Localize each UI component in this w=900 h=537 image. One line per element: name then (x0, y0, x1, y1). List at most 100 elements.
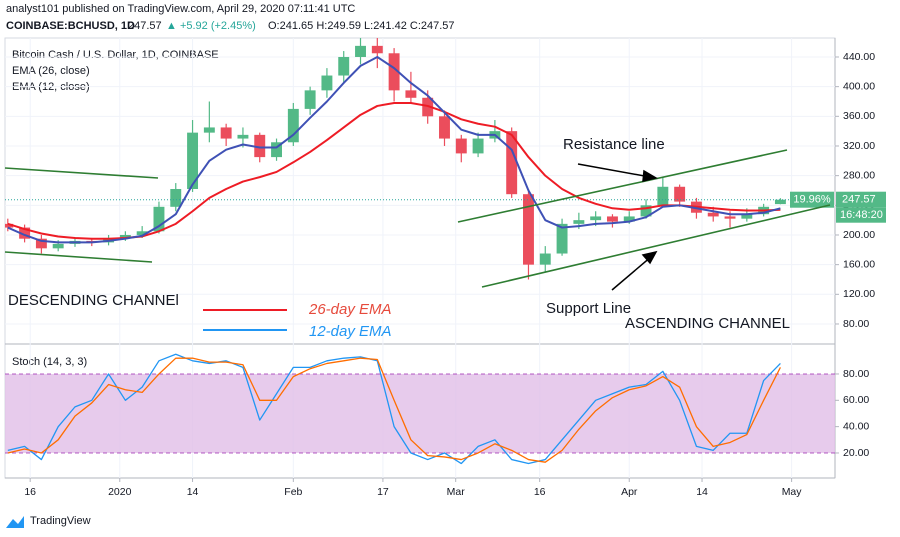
candle-body (220, 127, 232, 139)
y-tick-label: 40.00 (843, 420, 869, 432)
candle-body (170, 188, 182, 207)
candle-body (606, 216, 618, 222)
series-line (7, 55, 781, 244)
y-tick-label: 120.00 (843, 288, 875, 300)
x-tick-label: Mar (447, 486, 466, 498)
y-tick-label: 80.00 (843, 318, 869, 330)
candle-body (741, 214, 753, 219)
candle-body (388, 53, 400, 91)
desc-bottom (4, 251, 153, 263)
candle-body (338, 56, 350, 76)
publisher: analyst101 published on TradingView.com,… (6, 3, 355, 15)
change: ▲ +5.92 (+2.45%) (166, 20, 256, 32)
candle-body (254, 134, 266, 158)
annotation: ASCENDING CHANNEL (625, 315, 790, 332)
last: 247.57 (128, 20, 162, 32)
candle-body (203, 127, 215, 133)
x-tick-label: 16 (534, 486, 546, 498)
y-tick-label: 320.00 (843, 140, 875, 152)
candle-body (405, 90, 417, 98)
candle-body (472, 138, 484, 154)
candle-body (774, 199, 786, 205)
change-box (790, 191, 834, 208)
candle-body (35, 238, 47, 249)
y-tick-label: 440.00 (843, 51, 875, 63)
candle-body (590, 216, 602, 221)
candle-body (506, 131, 518, 195)
annotation: DESCENDING CHANNEl (8, 292, 179, 309)
y-tick-label: 200.00 (843, 229, 875, 241)
x-tick-label: Apr (621, 486, 638, 498)
candle-body (623, 216, 635, 222)
x-tick-label: 2020 (108, 486, 132, 498)
candle-body (657, 186, 669, 206)
series (7, 353, 781, 465)
y-tick-label: 400.00 (843, 80, 875, 92)
candle-body (304, 90, 316, 109)
series-line (7, 357, 781, 463)
candle-body (422, 97, 434, 117)
candle-body (237, 134, 249, 139)
price-label: 247.57 (842, 194, 876, 206)
symbol: COINBASE:BCHUSD, 1D (6, 20, 135, 32)
candle-body (439, 116, 450, 139)
stoch-title: Stoch (14, 3, 3) (12, 356, 87, 368)
arrow (577, 163, 651, 178)
x-tick-label: Feb (284, 486, 302, 498)
candle-body (523, 194, 534, 265)
series-line (7, 101, 781, 240)
support-line (481, 204, 831, 288)
candle-body (187, 132, 199, 189)
y-tick-label: 20.00 (843, 447, 869, 459)
candle-body (674, 186, 686, 202)
resistance-line (457, 149, 788, 223)
candle-body (287, 108, 299, 143)
desc-top (4, 167, 159, 179)
arrows (577, 163, 659, 291)
x-tick-label: 16 (24, 486, 36, 498)
candle-body (19, 227, 31, 239)
candle-body (5, 223, 14, 228)
arrow-head (641, 250, 658, 265)
countdown-box (836, 207, 886, 223)
chart-title: Bitcoin Cash / U.S. Dollar, 1D, COINBASE (12, 49, 219, 61)
brand: TradingView (30, 515, 91, 527)
y-tick-label: 60.00 (843, 394, 869, 406)
y-tick-label: 280.00 (843, 169, 875, 181)
annotation: 26-day EMA (308, 301, 392, 318)
arrow-head (642, 169, 659, 182)
x-tick-label: 14 (187, 486, 199, 498)
candle-body (119, 234, 131, 238)
candle-body (136, 231, 148, 235)
countdown: 16:48:20 (840, 209, 883, 221)
annotation: 12-day EMA (309, 323, 392, 340)
series (7, 55, 781, 244)
candle-body (707, 212, 719, 217)
candle-body (153, 206, 165, 232)
x-tick-label: 14 (696, 486, 708, 498)
candle-body (455, 138, 467, 154)
candle-body (539, 253, 551, 265)
candle-body (52, 243, 64, 249)
arrow (611, 255, 653, 291)
logo-icon (6, 516, 24, 528)
candle-body (371, 45, 383, 54)
candle-body (355, 45, 366, 57)
stoch-band (5, 373, 835, 453)
candle-body (556, 223, 568, 254)
candle-body (321, 75, 333, 91)
change-label: 19.96% (793, 194, 831, 206)
x-tick-label: 17 (377, 486, 389, 498)
y-tick-label: 160.00 (843, 258, 875, 270)
candle-body (573, 220, 585, 224)
y-tick-label: 80.00 (843, 368, 869, 380)
x-tick-label: May (782, 486, 803, 498)
y-tick-label: 360.00 (843, 110, 875, 122)
candle-body (640, 205, 652, 217)
logo: TradingView (6, 515, 91, 528)
legend-entry: EMA (26, close) (12, 65, 90, 77)
trend-lines (4, 149, 831, 288)
candle-body (271, 142, 282, 158)
